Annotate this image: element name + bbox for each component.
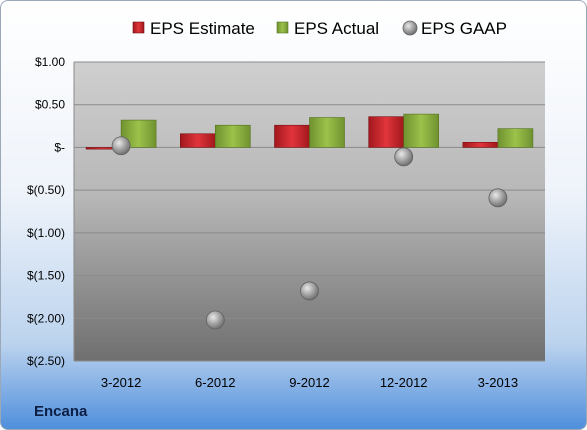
x-axis-ticks: 3-2012 6-2012 9-2012 12-2012 3-2013 [101, 375, 518, 390]
x-tick-label: 9-2012 [289, 375, 329, 390]
company-label: Encana [34, 403, 88, 420]
y-tick-label: $(1.00) [27, 226, 65, 240]
y-tick-label: $- [54, 140, 65, 154]
eps-gaap-marker [488, 188, 508, 208]
legend-label: EPS Estimate [150, 19, 255, 38]
plot-area [74, 62, 545, 361]
eps-actual-bar [497, 128, 534, 148]
y-tick-label: $(0.50) [27, 183, 65, 197]
x-tick-label: 6-2012 [195, 375, 235, 390]
eps-gaap-marker [111, 136, 131, 156]
eps-actual-bar [309, 117, 345, 148]
x-tick-label: 3-2013 [478, 375, 518, 390]
bars [85, 113, 534, 150]
legend-swatch [132, 21, 145, 34]
legend-label: EPS GAAP [421, 19, 507, 38]
legend-swatch [402, 20, 418, 36]
y-tick-label: $(2.50) [27, 354, 65, 368]
y-tick-label: $(2.00) [27, 311, 65, 325]
eps-estimate-bar [368, 116, 405, 148]
legend-swatch [276, 21, 289, 34]
eps-actual-bar [215, 124, 251, 148]
y-axis-ticks: $1.00 $0.50 $- $(0.50) $(1.00) $(1.50) $(2.00)… [27, 55, 65, 368]
gaap-markers [111, 136, 508, 330]
x-tick-label: 12-2012 [380, 375, 428, 390]
legend-label: EPS Actual [294, 19, 379, 38]
eps-estimate-bar [274, 124, 310, 148]
eps-estimate-bar [180, 133, 216, 148]
eps-actual-bar [403, 113, 440, 148]
eps-estimate-bar [462, 142, 499, 148]
eps-gaap-marker [394, 147, 414, 167]
eps-gaap-marker [300, 281, 319, 301]
legend: EPS Estimate EPS Actual EPS GAAP [132, 19, 507, 38]
x-tick-label: 3-2012 [101, 375, 141, 390]
y-tick-label: $(1.50) [27, 269, 65, 283]
eps-gaap-marker [205, 310, 225, 330]
y-tick-label: $1.00 [35, 55, 65, 69]
y-tick-label: $0.50 [35, 98, 65, 112]
